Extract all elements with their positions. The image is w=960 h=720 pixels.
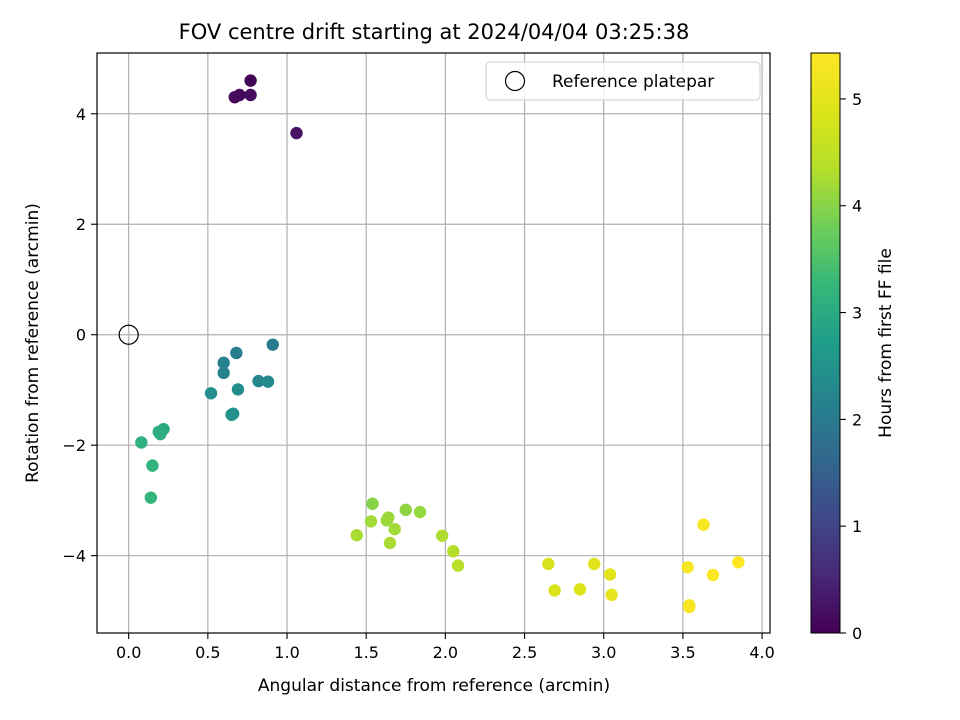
- x-tick-label: 2.5: [512, 643, 537, 662]
- colorbar-tick-label: 2: [852, 410, 862, 429]
- data-point: [266, 338, 279, 351]
- colorbar-tick-label: 4: [852, 197, 862, 216]
- x-tick-label: 1.5: [353, 643, 378, 662]
- data-point: [588, 557, 601, 571]
- x-tick-label: 3.5: [670, 643, 695, 662]
- y-axis-ticks: −4 −2 0 2 4: [62, 105, 97, 566]
- x-tick-label: 0.5: [195, 643, 220, 662]
- data-point: [146, 459, 159, 472]
- data-point: [217, 356, 230, 370]
- data-point: [413, 505, 427, 519]
- data-point: [135, 436, 148, 449]
- colorbar-tick-label: 0: [852, 624, 862, 643]
- grid-lines: [97, 53, 770, 633]
- colorbar-tick-label: 1: [852, 517, 862, 536]
- data-point: [225, 408, 238, 422]
- y-axis-label: Rotation from reference (arcmin): [23, 203, 43, 483]
- data-point: [706, 568, 720, 582]
- y-tick-label: −2: [62, 436, 86, 455]
- chart-title: FOV centre drift starting at 2024/04/04 …: [179, 20, 690, 44]
- legend-reference-label: Reference platepar: [552, 72, 714, 92]
- reference-point: [118, 324, 139, 345]
- colorbar-tick-label: 3: [852, 304, 862, 323]
- colorbar-tick-label: 5: [852, 90, 862, 109]
- data-point: [399, 503, 412, 517]
- data-point: [154, 427, 167, 441]
- data-point: [548, 584, 561, 597]
- data-point: [388, 522, 401, 536]
- data-point: [681, 561, 694, 574]
- data-point: [383, 536, 397, 550]
- colorbar: 0 1 2 3 4 5 Hours from first FF file: [810, 52, 896, 643]
- data-point: [683, 600, 696, 614]
- reference-marker: [118, 324, 139, 345]
- legend: Reference platepar: [485, 61, 761, 101]
- x-tick-label: 2.0: [433, 643, 458, 662]
- x-tick-label: 0.0: [116, 643, 141, 662]
- legend-box: [485, 61, 761, 101]
- data-point: [261, 375, 275, 388]
- data-point: [697, 518, 710, 531]
- data-point: [231, 383, 245, 396]
- x-axis-ticks: 0.0 0.5 1.0 1.5 2.0 2.5 3.0 3.5 4.0: [116, 633, 775, 662]
- colorbar-ticks: 0 1 2 3 4 5: [840, 90, 862, 643]
- data-point: [447, 545, 460, 558]
- data-point: [244, 74, 257, 87]
- data-point: [451, 559, 465, 572]
- y-tick-label: 4: [76, 105, 86, 124]
- data-point: [542, 557, 555, 571]
- data-point: [144, 491, 158, 504]
- y-tick-label: −4: [62, 547, 86, 566]
- data-point: [605, 588, 618, 602]
- plot-frame: [96, 52, 771, 634]
- data-point: [204, 387, 218, 400]
- x-axis-label: Angular distance from reference (arcmin): [258, 676, 610, 696]
- data-point: [290, 126, 303, 140]
- data-point: [233, 88, 246, 102]
- legend-reference-marker: [504, 70, 526, 92]
- data-point: [252, 374, 265, 388]
- y-tick-label: 2: [76, 215, 86, 234]
- data-point: [230, 346, 243, 360]
- data-point: [364, 515, 378, 528]
- data-point: [244, 88, 257, 102]
- x-tick-label: 4.0: [749, 643, 774, 662]
- colorbar-label: Hours from first FF file: [876, 248, 896, 438]
- data-point: [573, 583, 587, 596]
- x-tick-label: 3.0: [591, 643, 616, 662]
- data-point: [436, 529, 449, 542]
- x-tick-label: 1.0: [274, 643, 299, 662]
- data-point: [603, 568, 617, 581]
- scatter-points: [135, 74, 745, 614]
- data-point: [217, 366, 230, 380]
- data-point: [732, 556, 745, 569]
- data-point: [366, 497, 379, 510]
- y-tick-label: 0: [76, 326, 86, 345]
- data-point: [350, 529, 363, 542]
- data-point: [380, 514, 393, 527]
- colorbar-gradient: [810, 52, 841, 634]
